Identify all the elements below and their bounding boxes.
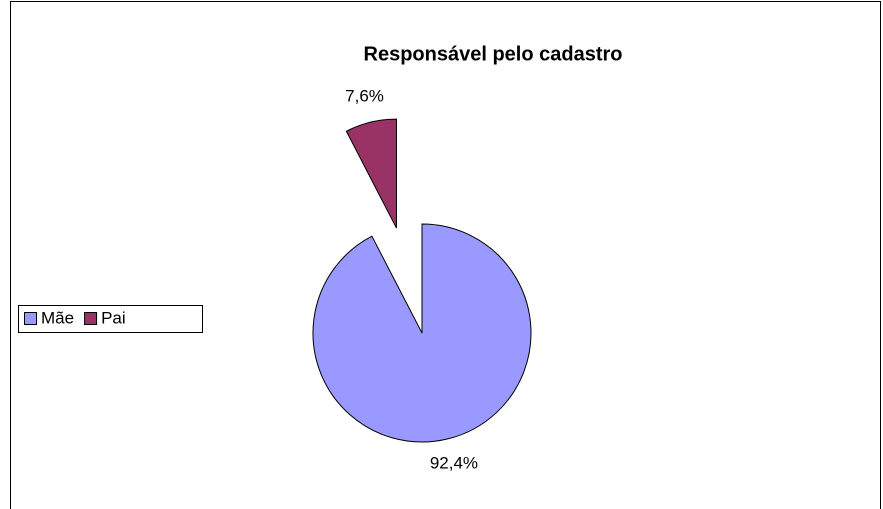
legend-swatch <box>24 312 37 325</box>
data-label: 7,6% <box>345 86 384 105</box>
legend-label: Mãe <box>41 308 74 327</box>
pie-slice <box>345 118 397 229</box>
legend-swatch <box>84 312 98 325</box>
legend-label: Pai <box>101 308 126 327</box>
data-label: 92,4% <box>430 454 478 473</box>
pie-slice <box>312 223 532 443</box>
legend-box <box>18 305 203 333</box>
chart-title: Responsável pelo cadastro <box>364 43 623 65</box>
